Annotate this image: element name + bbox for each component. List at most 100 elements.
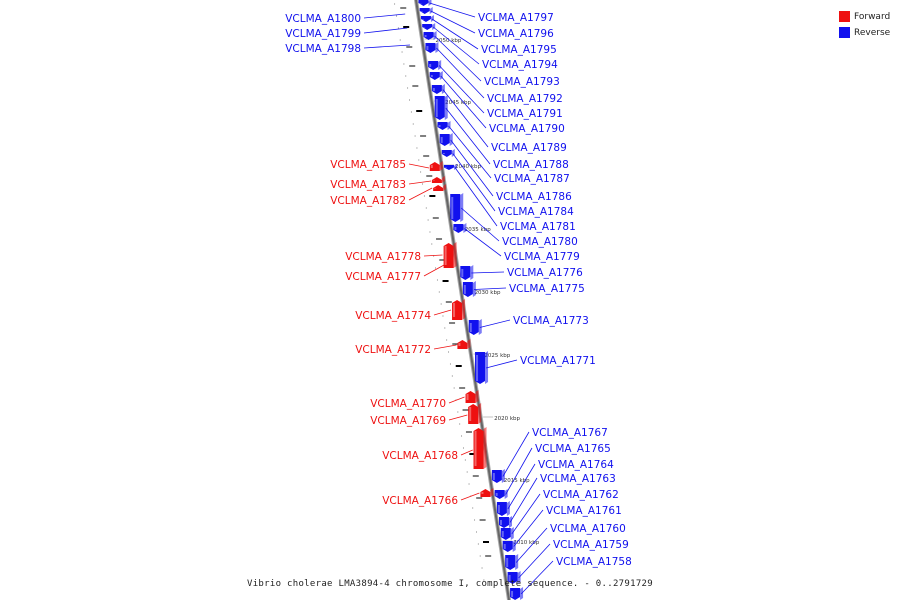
forward-gene-label: VCLMA_A1777	[345, 271, 421, 283]
leader-line	[440, 75, 487, 129]
scale-dot	[444, 327, 446, 329]
scale-dot	[423, 195, 425, 197]
feature-highlight	[444, 246, 447, 265]
feature-depth	[439, 71, 443, 80]
scale-dot	[481, 567, 483, 569]
reverse-feature	[443, 164, 457, 170]
forward-gene-label: VCLMA_A1782	[330, 195, 406, 207]
feature-highlight	[419, 3, 422, 4]
feature-depth	[475, 390, 479, 403]
reverse-feature	[453, 223, 467, 233]
scale-dot	[483, 579, 485, 581]
scale-dot	[410, 111, 412, 113]
reverse-feature	[462, 281, 476, 297]
reverse-feature	[437, 121, 451, 130]
forward-feature	[431, 176, 445, 183]
feature-body	[439, 134, 450, 146]
scale-dot	[438, 291, 440, 293]
leader-line	[450, 139, 494, 197]
leader-line	[448, 396, 465, 404]
feature-depth	[441, 84, 445, 94]
leader-line	[485, 359, 518, 369]
feature-body	[425, 43, 436, 53]
feature-body	[418, 0, 429, 6]
feature-highlight	[430, 75, 433, 77]
feature-body	[453, 224, 464, 233]
feature-highlight	[423, 27, 426, 28]
reverse-gene-label: VCLMA_A1786	[496, 191, 572, 203]
forward-feature	[465, 390, 479, 403]
scale-label: 2050 kbp	[436, 38, 462, 44]
scale-label: 2015 kbp	[504, 478, 530, 484]
leader-line	[518, 543, 551, 579]
feature-body	[502, 541, 513, 552]
feature-highlight	[438, 125, 441, 127]
scale-dot	[418, 159, 420, 161]
feature-depth	[460, 193, 464, 222]
feature-highlight	[444, 167, 447, 168]
forward-gene-label: VCLMA_A1778	[345, 251, 421, 263]
feature-depth	[443, 184, 447, 191]
scale-dot	[412, 123, 414, 125]
feature-highlight	[497, 505, 500, 513]
feature-highlight	[424, 35, 427, 37]
forward-gene-label: VCLMA_A1770	[370, 398, 446, 410]
legend-reverse-label: Reverse	[854, 27, 891, 38]
scale-dot	[394, 3, 396, 5]
feature-body	[498, 517, 509, 528]
scale-dot	[436, 279, 438, 281]
feature-highlight	[434, 188, 437, 189]
leader-line	[454, 167, 498, 227]
scale-dot	[468, 483, 470, 485]
feature-highlight	[469, 323, 472, 332]
feature-depth	[453, 164, 457, 170]
feature-depth	[438, 60, 442, 70]
scale-dot	[414, 135, 416, 137]
reverse-feature	[423, 31, 437, 40]
reverse-gene-label: VCLMA_A1773	[513, 315, 589, 327]
feature-depth	[435, 42, 439, 53]
reverse-gene-label: VCLMA_A1797	[478, 12, 554, 24]
leader-line	[479, 319, 511, 328]
reverse-gene-label: VCLMA_A1796	[478, 28, 554, 40]
reverse-gene-label: VCLMA_A1765	[535, 443, 611, 455]
feature-highlight	[442, 153, 445, 154]
scale-label: 2045 kbp	[445, 100, 471, 106]
leader-line	[505, 447, 533, 495]
scale-dot	[403, 63, 405, 65]
feature-highlight	[481, 492, 484, 494]
feature-depth	[472, 281, 476, 297]
feature-depth	[453, 242, 457, 268]
feature-body	[429, 162, 440, 171]
feature-body	[468, 320, 479, 335]
feature-highlight	[432, 88, 435, 91]
feature-body	[422, 24, 433, 30]
feature-highlight	[508, 575, 511, 581]
reverse-feature	[429, 71, 443, 80]
scale-label: 2030 kbp	[475, 290, 501, 296]
scale-dot	[477, 543, 479, 545]
feature-highlight	[492, 473, 495, 480]
leader-line	[502, 431, 530, 477]
feature-highlight	[429, 64, 432, 67]
reverse-gene-label: VCLMA_A1788	[493, 159, 569, 171]
forward-feature	[452, 299, 466, 320]
reverse-gene-label: VCLMA_A1781	[500, 221, 576, 233]
reverse-gene-label: VCLMA_A1759	[553, 539, 629, 551]
feature-highlight	[474, 431, 477, 466]
reverse-gene-label: VCLMA_A1790	[489, 123, 565, 135]
feature-highlight	[458, 343, 461, 346]
feature-highlight	[511, 591, 514, 597]
leader-line	[431, 18, 479, 50]
leader-line	[460, 492, 480, 501]
reverse-gene-label: VCLMA_A1787	[494, 173, 570, 185]
feature-body	[475, 352, 486, 384]
leader-line	[507, 463, 536, 510]
reverse-gene-label: VCLMA_A1789	[491, 142, 567, 154]
forward-gene-label: VCLMA_A1766	[382, 495, 458, 507]
reverse-gene-label: VCLMA_A1762	[543, 489, 619, 501]
feature-highlight	[463, 285, 466, 294]
feature-body	[473, 428, 484, 469]
leader-line	[408, 180, 432, 185]
